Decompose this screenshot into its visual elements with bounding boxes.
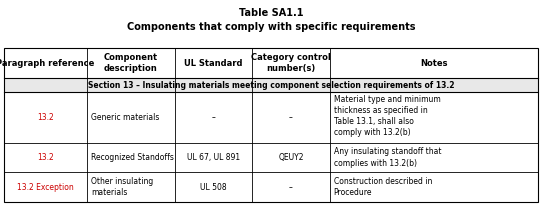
Text: Material type and minimum
thickness as specified in
Table 13.1, shall also
compl: Material type and minimum thickness as s… [334, 95, 441, 137]
Text: –: – [289, 113, 293, 122]
Text: Other insulating
materials: Other insulating materials [91, 177, 153, 197]
Text: Section 13 – Insulating materials meeting component selection requirements of 13: Section 13 – Insulating materials meetin… [88, 81, 454, 89]
Bar [4, 78, 538, 92]
Text: 13.2: 13.2 [37, 153, 54, 162]
Bar [4, 48, 538, 202]
Text: Components that comply with specific requirements: Components that comply with specific req… [127, 22, 415, 32]
Text: Construction described in
Procedure: Construction described in Procedure [334, 177, 432, 197]
Text: UL 67, UL 891: UL 67, UL 891 [187, 153, 240, 162]
Text: UL 508: UL 508 [201, 183, 227, 192]
Text: UL Standard: UL Standard [184, 59, 243, 68]
Text: Table SA1.1: Table SA1.1 [238, 8, 304, 18]
Text: Any insulating standoff that
complies with 13.2(b): Any insulating standoff that complies wi… [334, 147, 441, 167]
Text: Notes: Notes [420, 59, 448, 68]
Text: –: – [212, 113, 216, 122]
Text: Recognized Standoffs: Recognized Standoffs [91, 153, 173, 162]
Text: Category control
number(s): Category control number(s) [251, 53, 331, 73]
Text: QEUY2: QEUY2 [278, 153, 304, 162]
Text: 13.2: 13.2 [37, 113, 54, 122]
Text: 13.2 Exception: 13.2 Exception [17, 183, 74, 192]
Text: Component
description: Component description [104, 53, 158, 73]
Text: –: – [289, 183, 293, 192]
Text: Generic materials: Generic materials [91, 113, 159, 122]
Text: Paragraph reference: Paragraph reference [0, 59, 94, 68]
